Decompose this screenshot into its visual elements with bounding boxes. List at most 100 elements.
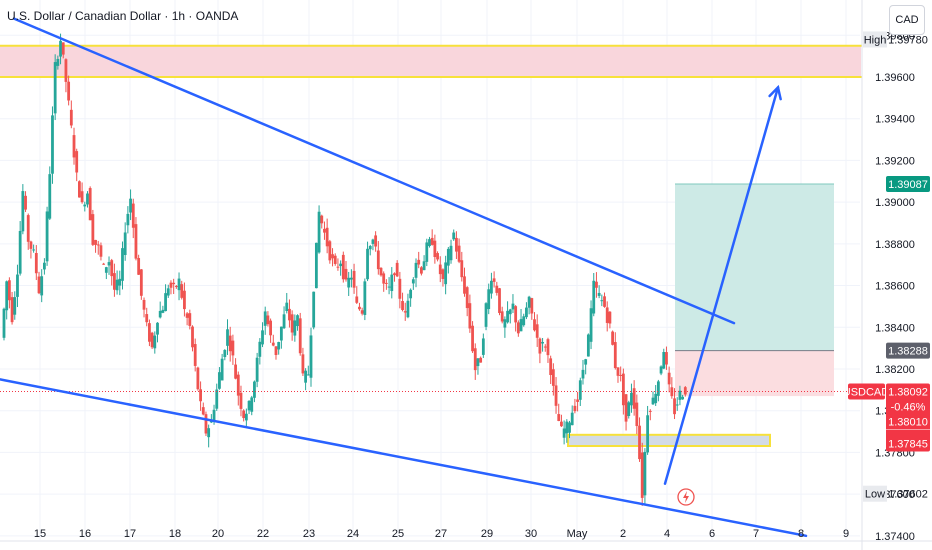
candle-body [600, 300, 604, 302]
candle-body [525, 307, 528, 318]
candle-body [142, 299, 146, 310]
candle-body [314, 242, 318, 289]
candle-body [648, 410, 652, 412]
candle-body [137, 258, 141, 275]
candle-body [484, 303, 488, 327]
x-tick-label: 24 [347, 528, 359, 540]
candle-body [150, 332, 154, 348]
x-tick-label: 30 [525, 528, 537, 540]
x-tick-label: 9 [843, 528, 849, 540]
candle-body [635, 402, 639, 427]
target-price-label-background [886, 175, 930, 192]
y-tick-label: 1.38200 [875, 364, 915, 376]
x-tick-label: 15 [34, 528, 46, 540]
candle-body [358, 306, 361, 310]
candle-body [613, 342, 617, 369]
resistance-zone [0, 45, 861, 77]
candle-body [522, 316, 526, 326]
candle-body [619, 374, 623, 376]
candle-body [2, 308, 6, 338]
candle-body [250, 397, 254, 412]
candles-layer [0, 33, 862, 506]
candle-body [244, 413, 248, 421]
candle-body [379, 267, 383, 276]
time-axis[interactable]: 15 16 17 18 20 22 23 24 25 27 29 30 May 2 4 6 7 8 9 [0, 528, 932, 542]
candle-body [551, 369, 555, 386]
currency-button[interactable]: CAD [889, 5, 925, 35]
candle-body [177, 278, 181, 291]
candle-body [45, 211, 49, 262]
candle-body [662, 352, 666, 369]
candle-body [317, 211, 321, 253]
candle-body [99, 245, 103, 257]
candle-body [193, 344, 197, 366]
candle-body [406, 300, 410, 318]
candle-body [546, 339, 550, 356]
drawings-layer[interactable] [0, 17, 808, 538]
candle-body [441, 269, 445, 279]
candle-body [134, 224, 138, 259]
candle-body [490, 280, 493, 294]
candle-body [91, 214, 95, 245]
candle-body [16, 274, 19, 297]
candle-body [670, 387, 674, 397]
symbol-label: USDCAD [843, 387, 890, 399]
candle-body [296, 315, 299, 327]
candle-body [323, 228, 326, 233]
price-axis[interactable]: 1.374001.376001.378001.380001.382001.384… [843, 0, 932, 550]
candle-body [72, 135, 76, 158]
candle-body [479, 357, 483, 363]
candle-body [344, 268, 348, 280]
candle-body [433, 240, 437, 258]
candle-body [646, 415, 650, 453]
candle-body [94, 239, 97, 245]
candle-body [13, 297, 17, 315]
candle-body [320, 215, 324, 224]
candle-body [581, 369, 585, 379]
candle-body [204, 414, 208, 434]
candle-body [403, 311, 407, 313]
candle-body [161, 309, 165, 313]
x-tick-label: 4 [664, 528, 670, 540]
candle-body [242, 410, 246, 419]
x-tick-label: 16 [79, 528, 91, 540]
candle-body [153, 335, 157, 349]
candle-body [541, 341, 544, 344]
candle-body [568, 422, 571, 433]
symbol-label-background [848, 383, 885, 400]
candle-body [261, 330, 264, 345]
projection-arrow-line[interactable] [663, 86, 780, 485]
candle-body [226, 329, 229, 346]
x-tick-label: 22 [257, 528, 269, 540]
candle-body [627, 402, 631, 416]
candle-body [463, 276, 466, 294]
candle-body [605, 307, 609, 323]
candle-body [352, 270, 356, 288]
candle-body [247, 400, 251, 411]
candle-body [603, 296, 606, 307]
low-label: Low [865, 489, 885, 501]
candle-body [449, 245, 453, 261]
candle-body [543, 346, 547, 348]
candle-body [597, 292, 601, 296]
candle-body [75, 151, 79, 173]
candle-body [309, 335, 313, 378]
candle-body [40, 276, 44, 296]
candle-body [333, 255, 337, 264]
candle-body [460, 260, 464, 278]
projection-arrow-head[interactable] [768, 84, 782, 101]
high-value: 1.39780 [888, 34, 928, 46]
upper-trendline[interactable] [12, 17, 736, 325]
candle-body [444, 262, 448, 285]
candle-body [506, 310, 509, 323]
candle-body [503, 319, 507, 328]
candle-body [183, 290, 186, 310]
x-tick-label: 2 [620, 528, 626, 540]
candle-body [96, 244, 100, 246]
candle-body [371, 239, 375, 244]
candle-body [78, 181, 81, 198]
candle-body [498, 288, 501, 313]
candle-body [258, 341, 262, 357]
lower-trendline[interactable] [0, 378, 808, 538]
